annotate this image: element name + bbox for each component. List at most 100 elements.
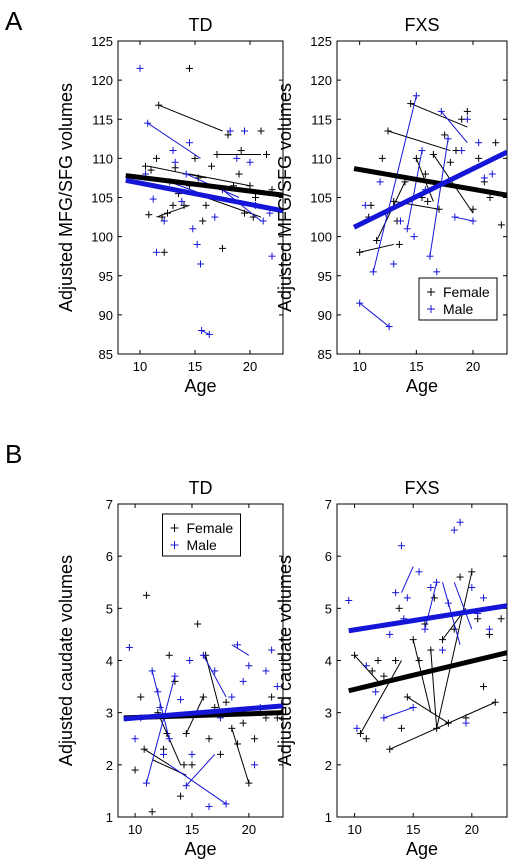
subject-pair-line — [189, 173, 251, 187]
data-point — [368, 667, 376, 675]
subject-pair-line — [430, 650, 438, 729]
data-point — [458, 147, 466, 155]
data-point — [140, 745, 148, 753]
x-tick-label: 15 — [185, 822, 199, 837]
y-tick-label: 1 — [325, 810, 332, 825]
data-point — [380, 714, 388, 722]
series-male — [136, 64, 276, 338]
y-tick-label: 115 — [311, 112, 332, 127]
data-point — [392, 589, 400, 597]
data-point — [497, 615, 505, 623]
data-point — [268, 693, 276, 701]
data-point — [403, 225, 411, 233]
plot-area — [352, 92, 507, 331]
subject-pair-line — [231, 728, 250, 784]
x-tick-label: 10 — [347, 822, 361, 837]
data-point — [378, 154, 386, 162]
data-point — [239, 719, 247, 727]
data-point — [362, 735, 370, 743]
subject-pair-line — [151, 670, 170, 739]
subject-pair-line — [360, 660, 402, 734]
data-point — [171, 672, 179, 680]
x-tick-label: 20 — [243, 359, 257, 374]
x-axis-label: Age — [406, 839, 438, 859]
data-point — [246, 158, 254, 166]
data-point — [421, 625, 429, 633]
data-point — [219, 244, 226, 252]
series-male — [356, 92, 496, 331]
series-male — [125, 641, 281, 811]
data-point — [351, 651, 359, 659]
data-point — [160, 750, 168, 758]
data-point — [182, 782, 190, 790]
data-point — [251, 735, 259, 743]
y-tick-label: 7 — [325, 497, 332, 512]
data-point — [193, 240, 201, 248]
data-point — [142, 162, 149, 170]
y-tick-label: 85 — [99, 347, 113, 362]
y-tick-label: 90 — [99, 308, 113, 323]
subject-pair-line — [407, 696, 449, 724]
data-point — [446, 158, 454, 166]
data-point — [182, 170, 190, 178]
data-point — [186, 139, 193, 147]
data-point — [268, 646, 276, 654]
data-point — [205, 330, 213, 338]
data-point — [224, 131, 232, 139]
data-point — [148, 808, 156, 816]
data-point — [131, 766, 139, 774]
data-point — [385, 323, 393, 331]
data-point — [131, 735, 139, 743]
data-point — [424, 197, 432, 205]
y-tick-label: 6 — [325, 549, 332, 564]
data-point — [450, 625, 458, 633]
data-point — [197, 260, 204, 268]
data-point — [437, 107, 445, 115]
data-point — [266, 209, 274, 217]
data-point — [239, 677, 247, 685]
data-point — [202, 201, 210, 209]
y-tick-label: 100 — [310, 230, 332, 245]
subject-pair-line — [401, 566, 414, 593]
subject-pair-line — [168, 764, 227, 805]
data-point — [241, 209, 248, 217]
x-axis-label: Age — [184, 376, 216, 396]
data-point — [153, 154, 160, 162]
subject-pair-line — [387, 130, 451, 152]
data-point — [194, 620, 202, 628]
data-point — [451, 213, 459, 221]
data-point — [125, 643, 133, 651]
data-point — [444, 719, 452, 727]
subject-pair-line — [436, 571, 473, 729]
data-point — [154, 688, 162, 696]
chart-a-fxs: FXS Age Adjusted MFG/SFG volumes 10 15 20 85 90… — [275, 15, 508, 396]
fit-line-male — [348, 603, 507, 634]
data-point — [475, 154, 483, 162]
data-point — [374, 657, 382, 664]
y-tick-label: 4 — [106, 654, 113, 669]
subject-pair-line — [383, 706, 414, 719]
data-point — [136, 64, 144, 72]
panel-letter-a: A — [5, 6, 23, 36]
data-point — [263, 150, 270, 158]
data-point — [155, 101, 163, 109]
data-point — [369, 268, 377, 276]
data-point — [372, 688, 380, 696]
y-tick-label: 3 — [106, 706, 113, 721]
data-point — [396, 217, 404, 225]
y-axis-label: Adjusted MFG/SFG volumes — [275, 83, 295, 312]
plot-area — [345, 518, 507, 753]
data-point — [156, 703, 164, 711]
data-point — [433, 268, 441, 276]
y-tick-label: 2 — [325, 758, 332, 773]
series-female — [351, 568, 505, 753]
x-tick-label: 20 — [465, 822, 479, 837]
data-point — [144, 119, 152, 127]
data-point — [469, 217, 477, 225]
data-point — [178, 197, 186, 205]
data-point — [199, 217, 207, 225]
data-point — [186, 657, 194, 664]
data-point — [259, 217, 267, 225]
